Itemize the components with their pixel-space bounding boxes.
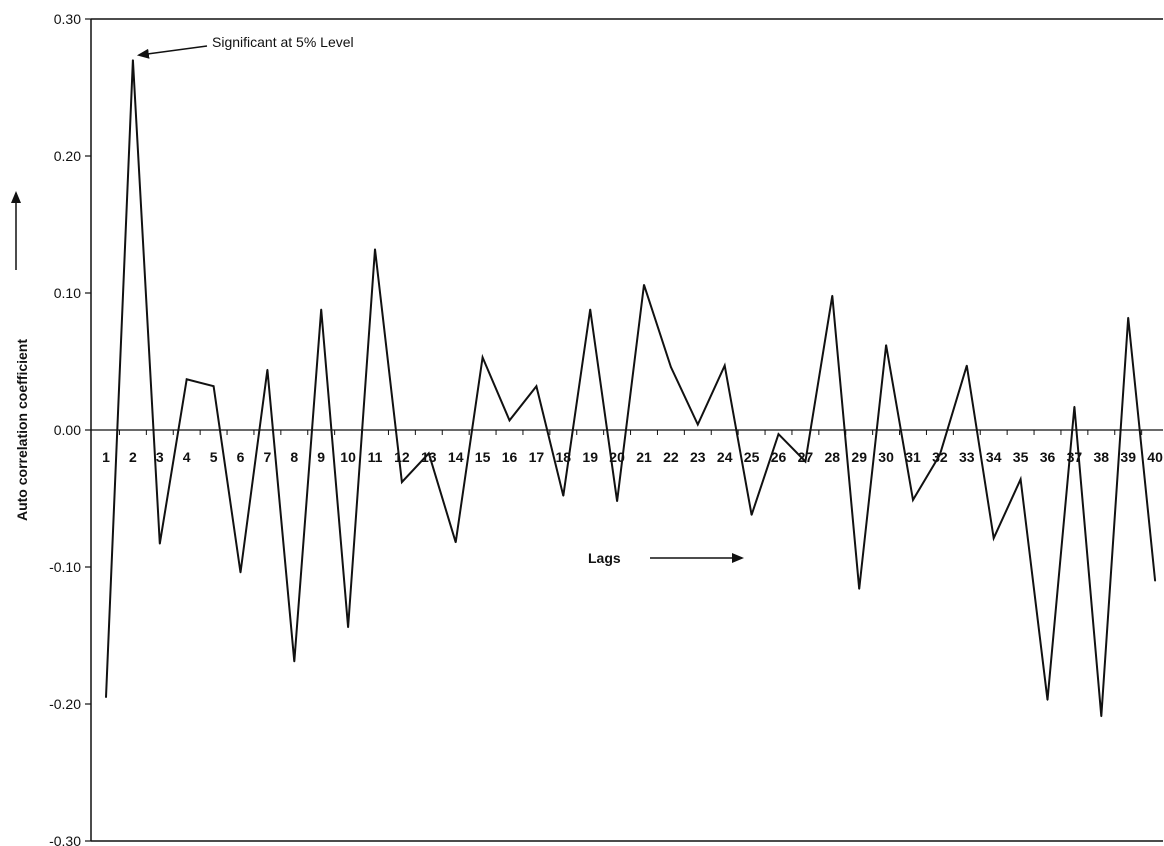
x-tick-label: 30 [878, 449, 894, 465]
data-point [105, 696, 107, 698]
y-tick-label: 0.00 [54, 422, 81, 438]
data-point [1127, 316, 1129, 319]
x-tick-label: 1 [102, 449, 110, 465]
data-point [912, 499, 914, 501]
x-tick-label: 7 [264, 449, 272, 465]
annotation-arrow [136, 45, 208, 59]
y-axis-title: Auto correlation coefficient [14, 339, 30, 521]
x-tick-label: 35 [1013, 449, 1029, 465]
x-tick-label: 38 [1094, 449, 1110, 465]
x-tick-label: 9 [317, 449, 325, 465]
data-point [401, 481, 403, 483]
significance-annotation: Significant at 5% Level [212, 34, 354, 50]
y-tick-label: 0.10 [54, 285, 81, 301]
x-tick-label: 25 [744, 449, 760, 465]
x-tick-label: 24 [717, 449, 733, 465]
data-point [939, 453, 941, 456]
x-tick-label: 22 [663, 449, 679, 465]
x-axis-title: Lags [588, 550, 621, 566]
data-point [1019, 478, 1022, 481]
data-point [428, 452, 430, 455]
data-point [1100, 715, 1103, 718]
series-line [105, 60, 1157, 717]
data-point [320, 308, 323, 311]
x-tick-label: 10 [340, 449, 356, 465]
data-point [723, 364, 726, 367]
y-tick-label: -0.30 [49, 833, 81, 846]
data-point [777, 433, 780, 435]
x-tick-label: 17 [529, 449, 545, 465]
series-group [105, 60, 1157, 717]
x-tick-label: 2 [129, 449, 137, 465]
x-tick-label: 19 [582, 449, 598, 465]
data-point [454, 541, 457, 544]
data-point [481, 356, 484, 359]
data-point [858, 588, 860, 590]
x-tick-label: 36 [1040, 449, 1056, 465]
y-tick-label: -0.20 [49, 696, 81, 712]
axis-titles: Lags Auto correlation coefficient [11, 191, 744, 566]
data-point [670, 366, 672, 368]
data-point [535, 385, 538, 388]
data-point [1154, 579, 1156, 582]
x-tick-label: 16 [502, 449, 518, 465]
x-tick-label: 33 [959, 449, 975, 465]
data-point [239, 571, 242, 574]
data-point [374, 248, 376, 250]
data-point [804, 460, 807, 463]
y-tick-label: -0.10 [49, 559, 81, 575]
data-point [562, 495, 565, 497]
data-point [185, 378, 188, 381]
x-tick-label: 5 [210, 449, 218, 465]
x-tick-label: 29 [851, 449, 867, 465]
x-tick-label: 12 [394, 449, 410, 465]
y-tick-label: 0.30 [54, 11, 81, 27]
data-point [266, 368, 269, 371]
y-tick-label: 0.20 [54, 148, 81, 164]
y-axis: 0.30 0.20 0.10 0.00 -0.10 -0.20 -0.30 [49, 11, 91, 846]
x-tick-label: 39 [1120, 449, 1136, 465]
data-point [831, 294, 834, 297]
data-point [1046, 699, 1049, 701]
data-point [616, 500, 618, 503]
data-point [992, 537, 995, 539]
data-point [212, 385, 215, 388]
x-tick-label: 6 [237, 449, 245, 465]
annotation-group: Significant at 5% Level [136, 34, 354, 59]
data-point [508, 419, 511, 422]
data-point [885, 344, 887, 346]
data-point [966, 364, 968, 367]
x-tick-label: 23 [690, 449, 706, 465]
data-point [132, 59, 134, 61]
x-tick-label: 26 [771, 449, 787, 465]
x-tick-label: 8 [290, 449, 298, 465]
x-tick-label: 28 [825, 449, 841, 465]
data-point [347, 626, 349, 629]
x-tick-label: 15 [475, 449, 491, 465]
x-tick-label: 31 [905, 449, 921, 465]
x-tick-label: 40 [1147, 449, 1163, 465]
data-point [643, 284, 645, 286]
data-point [697, 423, 699, 426]
data-point [589, 308, 591, 311]
x-axis: 1 2 3 4 5 6 7 8 9 10 11 12 13 14 15 16 17 18 19 20 21 22 23 24 2… [91, 429, 1163, 465]
x-tick-label: 4 [183, 449, 191, 465]
x-tick-label: 3 [156, 449, 164, 465]
data-point [293, 660, 296, 663]
x-tick-label: 34 [986, 449, 1002, 465]
data-point [159, 542, 161, 545]
x-tick-label: 11 [368, 449, 383, 465]
x-tick-label: 14 [448, 449, 464, 465]
data-point [1073, 405, 1076, 408]
points-group [105, 59, 1156, 718]
x-tick-label: 21 [636, 449, 652, 465]
data-point [750, 514, 753, 516]
